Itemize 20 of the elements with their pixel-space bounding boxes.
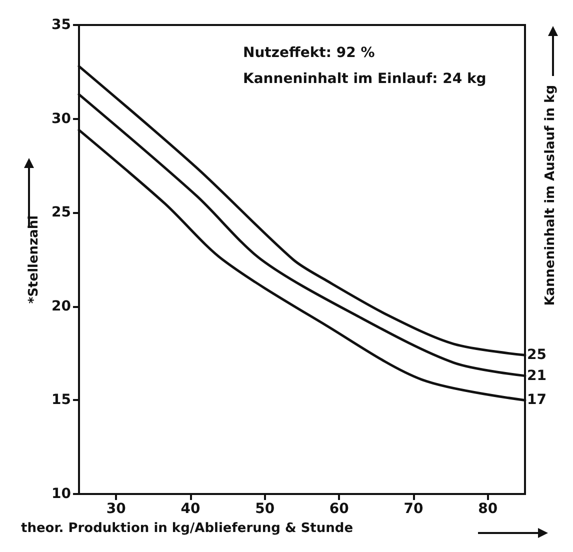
x-tick-label: 60 <box>329 501 350 517</box>
x-tick-label: 30 <box>106 501 126 517</box>
x-tick-label: 40 <box>180 501 200 517</box>
series-label: 21 <box>527 368 546 384</box>
x-tick-label: 80 <box>478 501 498 517</box>
y-tick-label: 25 <box>52 204 71 221</box>
x-tick-label: 50 <box>255 501 275 517</box>
y-tick-label: 35 <box>52 17 71 33</box>
annotation: Kanneninhalt im Einlauf: 24 kg <box>243 71 486 87</box>
y-tick-label: 30 <box>52 110 72 127</box>
y-tick-label: 20 <box>52 298 72 314</box>
y-tick-label: 10 <box>52 486 72 502</box>
y-tick-label: 15 <box>52 392 71 408</box>
series-label: 17 <box>527 392 546 408</box>
y2-axis-title: Kanneninhalt im Auslauf in kg <box>543 85 558 306</box>
x-axis-title: theor. Produktion in kg/Ablieferung & Stunde <box>21 521 354 536</box>
y-axis-title: *Stellenzahl <box>26 215 42 304</box>
series-label: 25 <box>527 347 546 364</box>
annotation: Nutzeffekt: 92 % <box>243 45 375 61</box>
x-tick-label: 70 <box>404 501 424 517</box>
